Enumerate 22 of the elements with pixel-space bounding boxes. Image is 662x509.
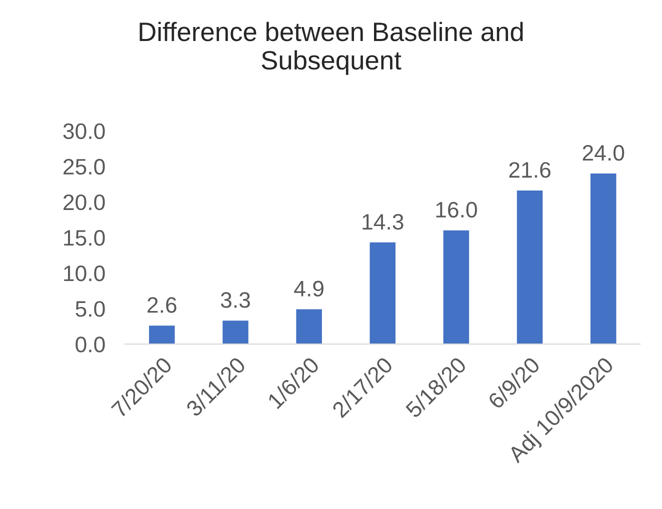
bar	[516, 190, 543, 344]
y-tick-label: 10.0	[64, 266, 105, 282]
data-label: 14.3	[362, 214, 404, 230]
data-label: 3.3	[220, 292, 250, 308]
y-tick-label: 15.0	[64, 230, 105, 246]
data-label: 16.0	[436, 202, 477, 218]
bar	[443, 230, 470, 344]
y-tick-label: 0.0	[76, 336, 105, 352]
data-label: 21.6	[509, 162, 550, 178]
chart-title: Difference between Baseline and Subsequent	[140, 22, 523, 75]
data-label: 2.6	[148, 297, 176, 313]
y-tick-label: 25.0	[64, 158, 105, 175]
bar	[370, 242, 396, 344]
y-tick-label: 30.0	[63, 123, 105, 140]
data-label: 24.0	[582, 145, 624, 161]
data-label: 4.9	[294, 280, 324, 297]
bar	[296, 309, 322, 344]
y-tick-label: 20.0	[64, 194, 105, 210]
bar	[222, 320, 248, 344]
y-tick-label: 5.0	[76, 301, 105, 317]
bar	[590, 173, 616, 344]
bar	[149, 326, 175, 344]
